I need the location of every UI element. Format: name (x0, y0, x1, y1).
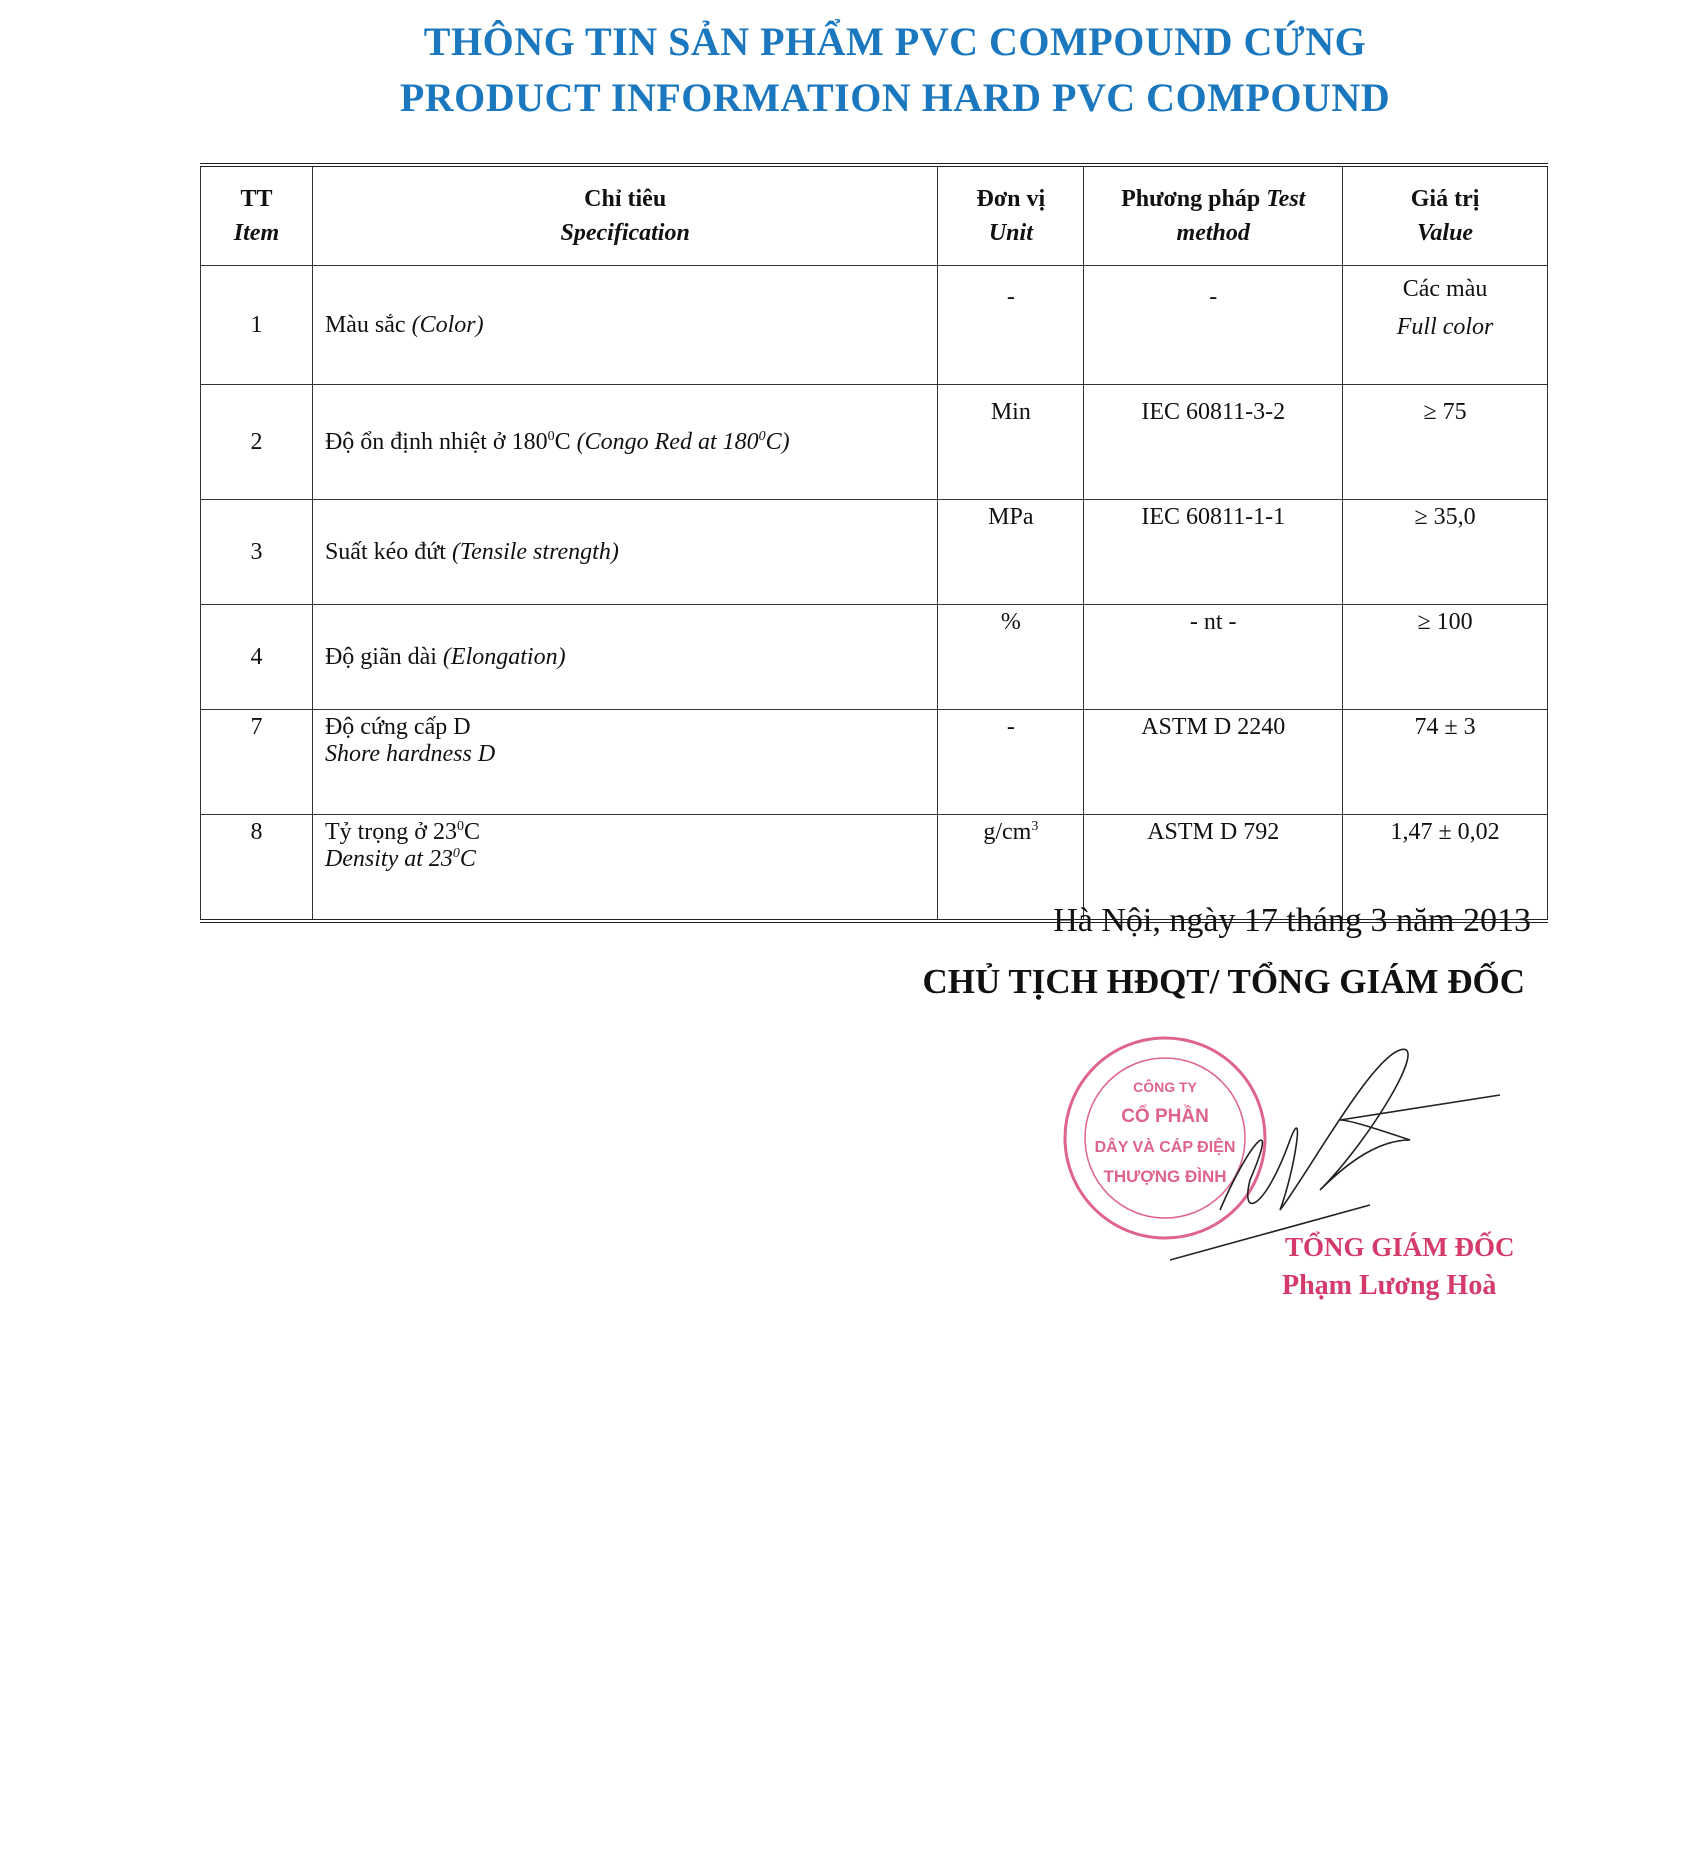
header-value: Giá trị Value (1342, 164, 1548, 266)
unit-cell: g/cm3 (937, 814, 1085, 922)
unit-cell: - (937, 265, 1085, 385)
spec-cell: Tỷ trọng ở 230C Density at 230C (311, 814, 939, 922)
item-cell: 4 (200, 604, 313, 710)
title-vietnamese: THÔNG TIN SẢN PHẨM PVC COMPOUND CỨNG (423, 19, 1367, 64)
item-cell: 8 (200, 814, 313, 922)
product-spec-table: TT Item Chỉ tiêu Specification Đơn vị Unit … (200, 163, 1548, 923)
header-test-method: Phương pháp Test method (1083, 164, 1344, 266)
method-cell: IEC 60811-1-1 (1083, 499, 1344, 605)
method-cell: ASTM D 792 (1083, 814, 1344, 922)
signatory-name: Phạm Lương Hoà (1282, 1270, 1497, 1301)
table-row: 2 Độ ổn định nhiệt ở 1800C (Congo Red at… (200, 384, 1548, 500)
header-unit: Đơn vị Unit (937, 164, 1085, 266)
header-item: TT Item (200, 164, 313, 266)
svg-text:CÔNG TY: CÔNG TY (1133, 1078, 1197, 1095)
signatory-role: CHỦ TỊCH HĐQT/ TỔNG GIÁM ĐỐC (922, 962, 1525, 1001)
table-row: 1 Màu sắc (Color) - - Các màu Full color (200, 265, 1548, 385)
table-row: 8 Tỷ trọng ở 230C Density at 230C g/cm3 A… (200, 814, 1548, 922)
unit-cell: - (937, 709, 1085, 815)
unit-cell: MPa (937, 499, 1085, 605)
item-cell: 1 (200, 265, 313, 385)
value-cell: ≥ 75 (1342, 384, 1548, 500)
spec-cell: Suất kéo đứt (Tensile strength) (311, 499, 939, 605)
item-cell: 3 (200, 499, 313, 605)
handwritten-signature (1169, 1048, 1501, 1261)
svg-text:DÂY VÀ CÁP ĐIỆN: DÂY VÀ CÁP ĐIỆN (1095, 1137, 1236, 1156)
method-cell: - (1083, 265, 1344, 385)
value-cell: ≥ 100 (1342, 604, 1548, 710)
table-row: 3 Suất kéo đứt (Tensile strength) MPa IE… (200, 499, 1548, 605)
unit-cell: Min (937, 384, 1085, 500)
place-and-date: Hà Nội, ngày 17 tháng 3 năm 2013 (1053, 902, 1531, 939)
value-cell: 74 ± 3 (1342, 709, 1548, 815)
spec-cell: Độ ổn định nhiệt ở 1800C (Congo Red at 1… (311, 384, 939, 500)
spec-cell: Độ giãn dài (Elongation) (311, 604, 939, 710)
company-stamp-and-signature: CÔNG TY CỔ PHẦN DÂY VÀ CÁP ĐIỆN THƯỢNG Đ… (1063, 1036, 1501, 1261)
spec-cell: Độ cứng cấp D Shore hardness D (311, 709, 939, 815)
svg-text:CỔ PHẦN: CỔ PHẦN (1121, 1105, 1209, 1127)
method-cell: IEC 60811-3-2 (1083, 384, 1344, 500)
value-cell: ≥ 35,0 (1342, 499, 1548, 605)
table-row: 7 Độ cứng cấp D Shore hardness D - ASTM D… (200, 709, 1548, 815)
title-english: PRODUCT INFORMATION HARD PVC COMPOUND (399, 75, 1391, 120)
header-specification: Chỉ tiêu Specification (311, 164, 939, 266)
item-cell: 2 (200, 384, 313, 500)
table-header-row: TT Item Chỉ tiêu Specification Đơn vị Unit … (200, 164, 1548, 266)
unit-cell: % (937, 604, 1085, 710)
value-cell: 1,47 ± 0,02 (1342, 814, 1548, 922)
method-cell: - nt - (1083, 604, 1344, 710)
spec-cell: Màu sắc (Color) (311, 265, 939, 385)
value-cell: Các màu Full color (1342, 265, 1548, 385)
table-row: 4 Độ giãn dài (Elongation) % - nt - ≥ 10… (200, 604, 1548, 710)
company-stamp (1063, 1036, 1267, 1240)
svg-text:THƯỢNG ĐÌNH: THƯỢNG ĐÌNH (1103, 1167, 1226, 1186)
signatory-title: TỔNG GIÁM ĐỐC (1285, 1232, 1515, 1262)
method-cell: ASTM D 2240 (1083, 709, 1344, 815)
item-cell: 7 (200, 709, 313, 815)
